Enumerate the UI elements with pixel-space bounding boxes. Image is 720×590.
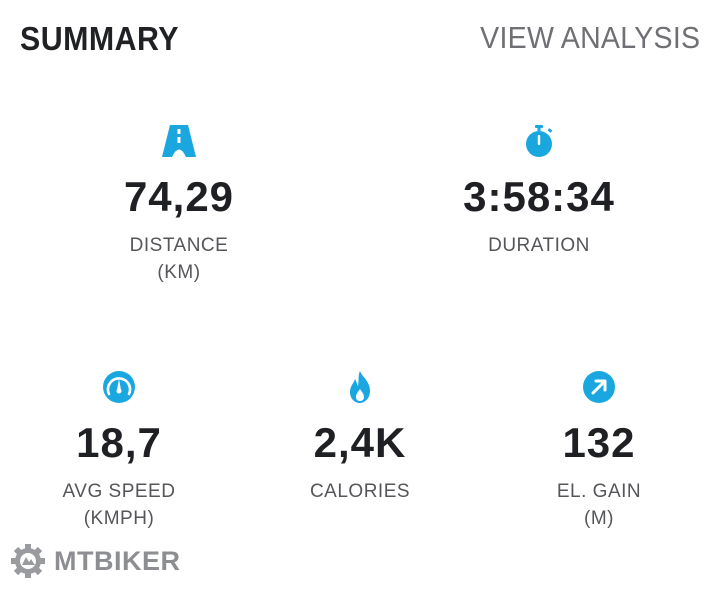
stat-el-gain: 132 EL. GAIN (M) bbox=[489, 370, 709, 532]
el-gain-unit: (M) bbox=[584, 507, 614, 529]
distance-unit: (KM) bbox=[157, 261, 201, 283]
distance-label: DISTANCE bbox=[129, 235, 229, 256]
avg-speed-unit: (KMPH) bbox=[83, 507, 155, 529]
flame-icon bbox=[350, 371, 370, 403]
summary-title: SUMMARY bbox=[20, 20, 179, 57]
stat-avg-speed: 18,7 AVG SPEED (KMPH) bbox=[9, 370, 229, 532]
stopwatch-icon bbox=[526, 125, 553, 157]
watermark: MTBIKER bbox=[10, 542, 189, 580]
el-gain-value: 132 bbox=[562, 419, 636, 466]
calories-label: CALORIES bbox=[309, 481, 411, 502]
stat-duration: 3:58:34 DURATION bbox=[429, 124, 649, 260]
el-gain-label: EL. GAIN bbox=[556, 481, 642, 502]
speedometer-icon bbox=[103, 371, 135, 403]
stat-calories: 2,4K CALORIES bbox=[250, 370, 470, 506]
arrow-up-right-icon bbox=[583, 371, 615, 403]
duration-label: DURATION bbox=[488, 235, 590, 256]
avg-speed-label: AVG SPEED bbox=[62, 481, 176, 502]
gear-logo-icon bbox=[11, 544, 45, 578]
view-analysis-link[interactable]: VIEW ANALYSIS bbox=[479, 20, 700, 55]
stat-distance: 74,29 DISTANCE (KM) bbox=[69, 124, 289, 286]
calories-value: 2,4K bbox=[313, 419, 407, 466]
road-icon bbox=[162, 125, 196, 157]
watermark-text: MTBIKER bbox=[54, 545, 181, 576]
distance-value: 74,29 bbox=[123, 173, 235, 220]
duration-value: 3:58:34 bbox=[463, 173, 615, 220]
avg-speed-value: 18,7 bbox=[76, 419, 162, 466]
